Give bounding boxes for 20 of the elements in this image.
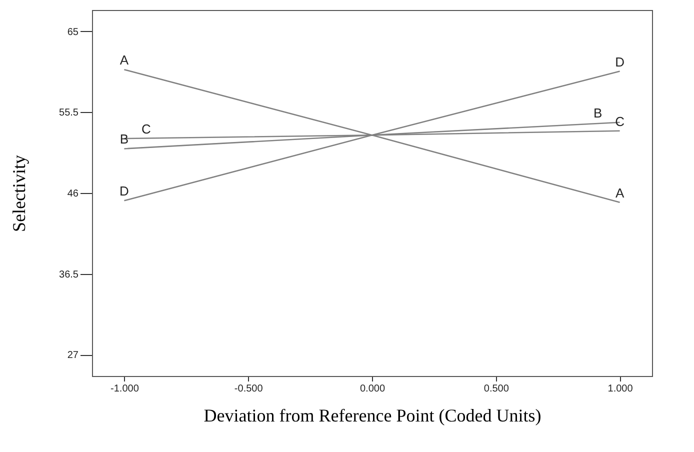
text: A [120, 52, 129, 68]
series-label: C [142, 122, 151, 137]
x-tick-label: 0.000 [360, 384, 386, 394]
y-tick-label: 65 [67, 26, 79, 38]
y-tick-label: 55.5 [59, 108, 79, 119]
text: B [593, 105, 602, 120]
text: D [615, 54, 624, 70]
series-label: D [120, 184, 129, 199]
x-tick-label: -0.500 [234, 384, 264, 394]
x-tick-label: -1.000 [110, 384, 140, 394]
text: C [615, 114, 624, 129]
series-label: B [120, 132, 129, 147]
y-tick-label: 36.5 [59, 269, 79, 280]
x-tick-label: 1.000 [608, 384, 634, 394]
series-label: A [615, 185, 624, 200]
y-tick-label: 46 [67, 188, 79, 200]
x-axis-title: Deviation from Reference Point (Coded Units) [204, 406, 542, 426]
y-axis-title: Selectivity [9, 155, 30, 232]
x-tick-label: 0.500 [484, 384, 510, 394]
y-tick-label: 27 [67, 350, 79, 362]
